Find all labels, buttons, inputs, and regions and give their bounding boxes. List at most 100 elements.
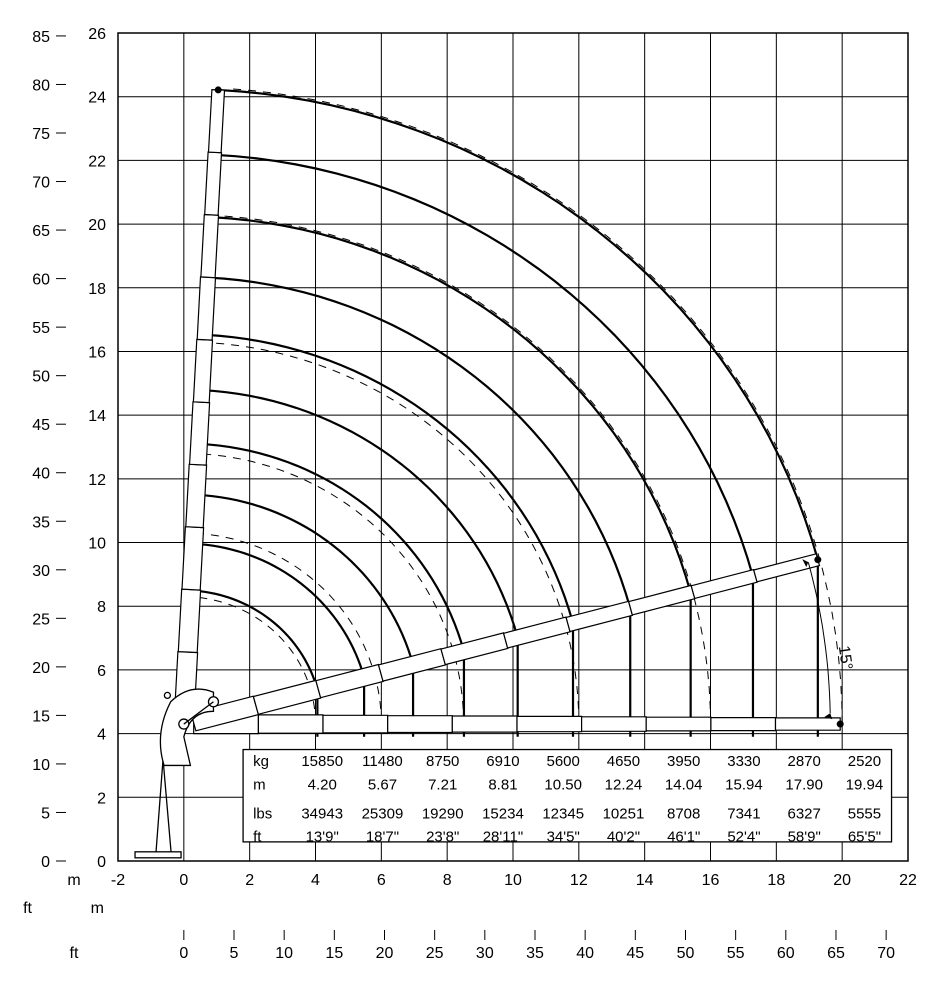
y-ft-tick: 15: [32, 708, 50, 725]
y-m-tick: 6: [97, 663, 106, 680]
y-m-tick: 26: [88, 26, 106, 43]
table-cell-lbs: 12345: [542, 805, 584, 822]
angle-arc: [808, 562, 830, 713]
table-cell-lbs: 34943: [301, 805, 343, 822]
table-cell-ft: 65'5": [848, 828, 881, 845]
y-ft-tick: 45: [32, 417, 50, 434]
table-cell-lbs: 15234: [482, 805, 524, 822]
table-cell-m: 10.50: [544, 776, 582, 793]
reach-arc: [199, 444, 464, 652]
y-ft-tick: 50: [32, 369, 50, 386]
x-ft-tick: 10: [275, 945, 293, 962]
table-row-label: ft: [253, 828, 262, 845]
table-cell-m: 8.81: [488, 776, 517, 793]
x-ft-tick: 30: [476, 945, 494, 962]
table-cell-kg: 2870: [787, 753, 820, 770]
y-ft-tick: 60: [32, 272, 50, 289]
x-m-tick: 14: [636, 872, 654, 889]
y-ft-tick: 85: [32, 29, 50, 46]
table-cell-ft: 23'8": [426, 828, 459, 845]
x-ft-tick: 50: [677, 945, 695, 962]
x-m-tick: 2: [245, 872, 254, 889]
x-m-tick: -2: [111, 872, 125, 889]
y-ft-tick: 70: [32, 175, 50, 192]
table-cell-kg: 3330: [727, 753, 760, 770]
table-cell-m: 15.94: [725, 776, 763, 793]
table-cell-m: 17.90: [785, 776, 823, 793]
x-m-tick: 8: [443, 872, 452, 889]
x-m-tick: 18: [767, 872, 785, 889]
table-cell-kg: 15850: [301, 753, 343, 770]
x-m-tick: 10: [504, 872, 522, 889]
x-ft-tick: 55: [727, 945, 745, 962]
y-ft-tick: 80: [32, 77, 50, 94]
x-ft-tick: 60: [777, 945, 795, 962]
y-unit-m: m: [91, 900, 104, 917]
x-m-tick: 16: [702, 872, 720, 889]
table-cell-lbs: 6327: [787, 805, 820, 822]
y-ft-tick: 10: [32, 757, 50, 774]
x-ft-tick: 15: [325, 945, 343, 962]
x-ft-tick: 45: [626, 945, 644, 962]
reach-arc: [215, 155, 753, 577]
x-ft-tick: 40: [576, 945, 594, 962]
table-cell-m: 19.94: [846, 776, 884, 793]
table-cell-m: 4.20: [308, 776, 337, 793]
table-cell-lbs: 8708: [667, 805, 700, 822]
table-cell-ft: 13'9": [306, 828, 339, 845]
table-cell-kg: 11480: [362, 753, 403, 770]
table-cell-m: 7.21: [428, 776, 457, 793]
y-m-tick: 4: [97, 727, 106, 744]
angle-label: 15°: [835, 645, 855, 671]
x-m-tick: 12: [570, 872, 588, 889]
y-m-tick: 0: [97, 854, 106, 871]
y-ft-tick: 55: [32, 320, 50, 337]
reach-arc: [194, 544, 365, 678]
table-cell-m: 14.04: [665, 776, 703, 793]
y-m-tick: 10: [88, 536, 106, 553]
boom-15deg: [191, 554, 822, 731]
y-m-tick: 22: [88, 153, 106, 170]
table-cell-m: 5.67: [368, 776, 397, 793]
y-m-tick: 14: [88, 408, 106, 425]
boom-drawings: [175, 86, 844, 733]
y-m-tick: 8: [97, 599, 106, 616]
y-ft-tick: 0: [41, 854, 50, 871]
x-unit-m: m: [67, 872, 80, 889]
table-cell-kg: 8750: [426, 753, 459, 770]
x-ft-tick: 35: [526, 945, 544, 962]
y-ft-tick: 20: [32, 660, 50, 677]
y-m-tick: 12: [88, 472, 106, 489]
reach-arc: [196, 495, 413, 665]
y-ft-tick: 5: [41, 805, 50, 822]
table-cell-ft: 18'7": [366, 828, 399, 845]
x-ft-tick: 0: [179, 945, 188, 962]
x-ft-tick: 65: [827, 945, 845, 962]
table-cell-m: 12.24: [605, 776, 643, 793]
table-cell-ft: 40'2": [607, 828, 640, 845]
table-cell-lbs: 5555: [848, 805, 881, 822]
x-m-tick: 6: [377, 872, 386, 889]
table-cell-ft: 52'4": [727, 828, 760, 845]
table-cell-lbs: 7341: [727, 805, 760, 822]
y-ft-tick: 30: [32, 563, 50, 580]
x-ft-tick: 20: [376, 945, 394, 962]
table-cell-lbs: 25309: [362, 805, 404, 822]
table-row-label: kg: [253, 753, 269, 770]
table-row-label: lbs: [253, 805, 272, 822]
x-ft-tick: 25: [426, 945, 444, 962]
x-ft-tick: 5: [230, 945, 239, 962]
y-ft-tick: 40: [32, 466, 50, 483]
table-cell-kg: 4650: [607, 753, 640, 770]
x-m-tick: 20: [833, 872, 851, 889]
y-m-tick: 16: [88, 344, 106, 361]
table-cell-ft: 34'5": [547, 828, 580, 845]
y-ft-tick: 75: [32, 126, 50, 143]
y-m-tick: 18: [88, 281, 106, 298]
y-m-tick: 20: [88, 217, 106, 234]
y-ft-tick: 65: [32, 223, 50, 240]
table-cell-lbs: 19290: [422, 805, 464, 822]
table-row-label: m: [253, 776, 265, 793]
reach-arc: [191, 590, 317, 689]
table-cell-kg: 5600: [547, 753, 580, 770]
